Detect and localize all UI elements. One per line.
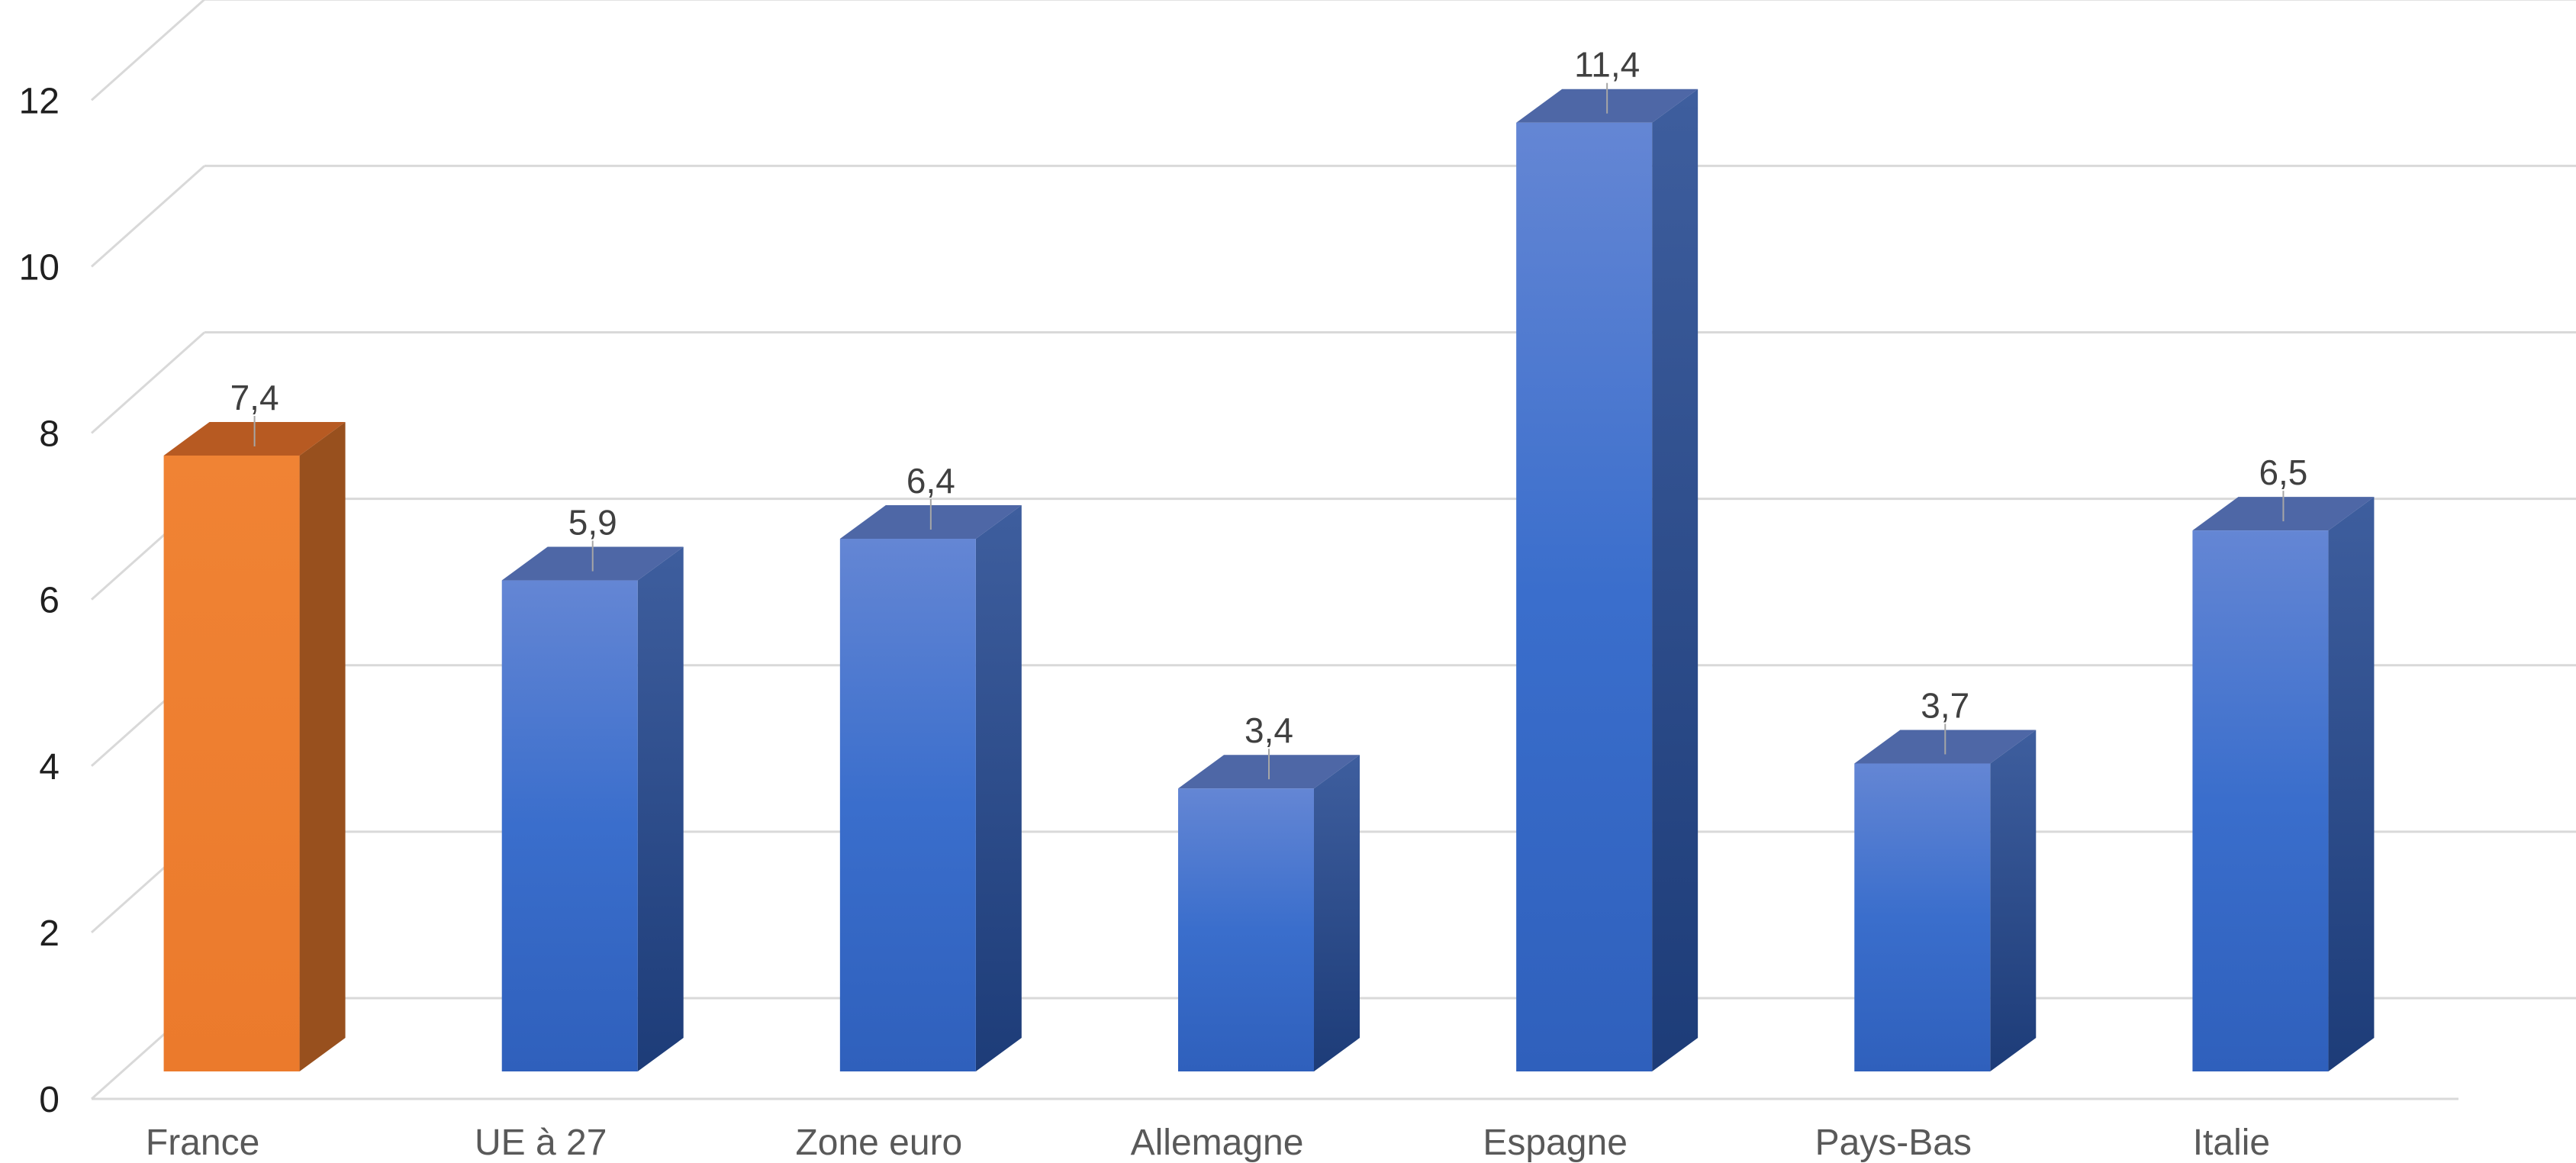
x-axis-category-labels: France UE à 27 Zone euro Allemagne Espagne Pa… — [146, 1123, 2270, 1163]
y-tick-label: 6 — [39, 581, 60, 621]
bar: 3,7 — [1854, 685, 2037, 1071]
y-tick-label: 2 — [39, 913, 60, 954]
bar: 7,4 — [163, 378, 346, 1071]
data-label: 11,4 — [1574, 45, 1640, 85]
bar: 6,5 — [2192, 453, 2375, 1071]
data-label: 6,4 — [906, 461, 955, 501]
bar-front-face — [1854, 763, 1991, 1071]
bar-front-face — [839, 539, 976, 1071]
bar: 5,9 — [501, 503, 684, 1071]
gridline-side — [91, 165, 205, 268]
y-tick-label: 0 — [39, 1080, 60, 1120]
x-category-label: Espagne — [1483, 1123, 1628, 1163]
data-label: 7,4 — [230, 378, 279, 417]
bar-side-face — [1314, 755, 1360, 1071]
y-tick-label: 12 — [19, 81, 60, 121]
gridline-side — [91, 331, 205, 434]
bar: 11,4 — [1516, 45, 1699, 1071]
bar-front-face — [1516, 122, 1653, 1071]
data-label: 3,4 — [1245, 710, 1293, 750]
bars: 7,4 5,9 6,4 3,4 11,4 3,7 6,5 — [163, 45, 2375, 1071]
x-category-label: Pays-Bas — [1815, 1123, 1972, 1163]
x-category-label: Italie — [2193, 1123, 2270, 1163]
data-label: 6,5 — [2259, 453, 2307, 492]
y-tick-label: 8 — [39, 414, 60, 455]
x-category-label: UE à 27 — [475, 1123, 607, 1163]
bar: 6,4 — [839, 461, 1022, 1071]
gridline-side — [91, 0, 205, 101]
x-category-label: Allemagne — [1131, 1123, 1304, 1163]
bar: 3,4 — [1178, 710, 1360, 1071]
bar-side-face — [637, 546, 684, 1071]
bar-front-face — [1178, 788, 1314, 1071]
data-label: 5,9 — [568, 503, 617, 543]
bar-front-face — [501, 580, 638, 1071]
x-category-label: Zone euro — [795, 1123, 962, 1163]
bar-side-face — [299, 421, 346, 1071]
bar-side-face — [2328, 497, 2375, 1071]
x-category-label: France — [146, 1123, 259, 1163]
bar-side-face — [975, 505, 1022, 1071]
y-axis-tick-labels: 0 2 4 6 8 10 12 — [19, 81, 60, 1120]
bar-side-face — [1990, 730, 2037, 1071]
bar-side-face — [1652, 89, 1699, 1071]
bar-front-face — [163, 455, 300, 1071]
y-tick-label: 4 — [39, 747, 60, 788]
data-label: 3,7 — [1921, 685, 1969, 725]
bar-front-face — [2192, 530, 2329, 1071]
y-tick-label: 10 — [19, 247, 60, 288]
